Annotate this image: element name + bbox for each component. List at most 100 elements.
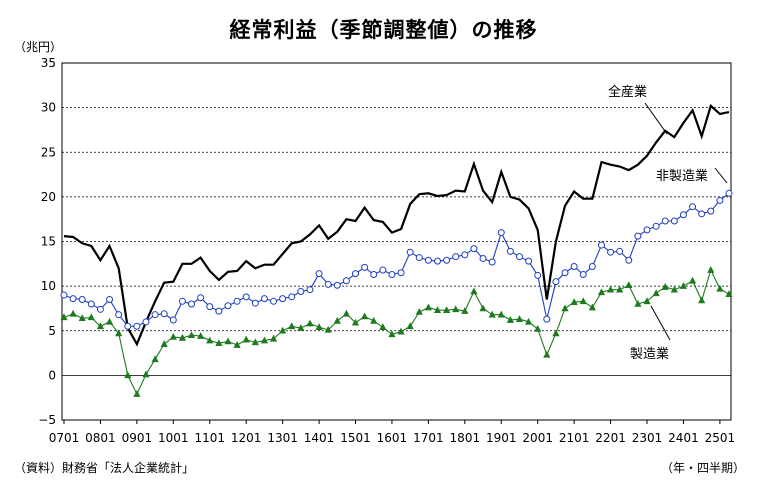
series-point: [679, 211, 687, 219]
series-point: [133, 322, 141, 330]
series-point: [142, 370, 150, 378]
series-point: [424, 303, 432, 311]
series-point: [115, 329, 123, 337]
y-tick-label: 15: [41, 235, 56, 249]
series-layer: [60, 103, 733, 397]
series-point: [361, 263, 369, 271]
x-tick-label: 1701: [413, 431, 444, 445]
series-label: 非製造業: [656, 168, 708, 184]
series-point: [397, 327, 405, 335]
series-point: [324, 280, 332, 288]
y-tick-label: −5: [38, 413, 56, 427]
series-point: [142, 318, 150, 326]
series-point: [133, 390, 141, 397]
x-tick-label: 1001: [158, 431, 189, 445]
series-point: [351, 318, 360, 326]
series-point: [570, 262, 578, 270]
series-point: [352, 270, 360, 278]
series-point: [452, 305, 460, 313]
x-tick-label: 0701: [49, 431, 80, 445]
series-point: [169, 332, 177, 340]
series-point: [506, 316, 514, 323]
series-point: [707, 266, 715, 273]
series-point: [105, 317, 114, 325]
series-point: [515, 315, 524, 322]
series-point: [342, 309, 350, 317]
series-point: [470, 287, 478, 295]
series-point: [160, 340, 168, 347]
series-point: [269, 334, 278, 342]
series-point: [689, 203, 697, 211]
series-point: [151, 355, 159, 363]
series-point: [616, 285, 624, 293]
series-point: [525, 257, 533, 265]
series-point: [60, 313, 68, 321]
series-point: [470, 245, 478, 253]
series-point: [306, 286, 314, 294]
series-point: [698, 296, 706, 304]
series-point: [315, 270, 323, 278]
series-point: [251, 299, 259, 307]
series-point: [69, 309, 77, 317]
series-point: [552, 278, 560, 286]
series-point: [187, 331, 196, 339]
series-point: [597, 241, 605, 249]
series-point: [78, 314, 86, 322]
series-point: [233, 297, 241, 305]
series-point: [606, 285, 615, 293]
series-point: [579, 297, 587, 305]
series-point: [215, 339, 223, 347]
series-point: [579, 271, 587, 279]
series-point: [643, 297, 651, 305]
series-point: [652, 222, 660, 230]
x-tick-label: 2401: [668, 431, 699, 445]
series-point: [433, 306, 442, 314]
series-point: [506, 247, 514, 255]
series-point: [698, 210, 706, 218]
x-tick-label: 2101: [559, 431, 590, 445]
series-point: [306, 319, 314, 327]
series-point: [96, 305, 104, 313]
series-label-leader: [644, 102, 668, 135]
x-tick-label: 1201: [231, 431, 262, 445]
x-tick-label: 1101: [194, 431, 225, 445]
series-point: [661, 217, 669, 225]
y-tick-label: 20: [41, 190, 56, 204]
series-point: [288, 322, 296, 330]
x-tick-label: 1401: [304, 431, 335, 445]
x-tick-label: 1801: [450, 431, 481, 445]
series-point: [178, 333, 187, 341]
series-point: [224, 302, 232, 310]
series-point: [315, 323, 323, 330]
series-point: [96, 322, 105, 330]
series-point: [333, 281, 341, 289]
series-label-leader: [650, 305, 671, 341]
series-point: [333, 316, 341, 324]
series-point: [160, 310, 168, 318]
series-point: [388, 330, 396, 338]
series-point: [397, 269, 405, 277]
series-point: [288, 293, 296, 301]
series-point: [625, 256, 633, 264]
series-label-leader: [714, 167, 728, 184]
series-point: [124, 322, 132, 330]
series-point: [215, 307, 223, 315]
series-point: [497, 310, 505, 318]
series-point: [124, 371, 132, 379]
series-point: [543, 350, 551, 358]
series-point: [279, 326, 287, 334]
series-point: [479, 304, 487, 312]
x-axis-unit-label: （年・四半期）: [660, 461, 745, 475]
series-point: [78, 296, 86, 304]
plot-area-frame: [61, 62, 732, 421]
series-point: [342, 277, 350, 285]
series-point: [379, 323, 387, 330]
series-point: [115, 311, 123, 319]
series-point: [197, 294, 205, 302]
series-point: [716, 196, 724, 204]
grid-lines: [62, 107, 731, 376]
series-point: [415, 308, 423, 315]
series-point: [60, 291, 68, 299]
series-point: [725, 290, 733, 297]
